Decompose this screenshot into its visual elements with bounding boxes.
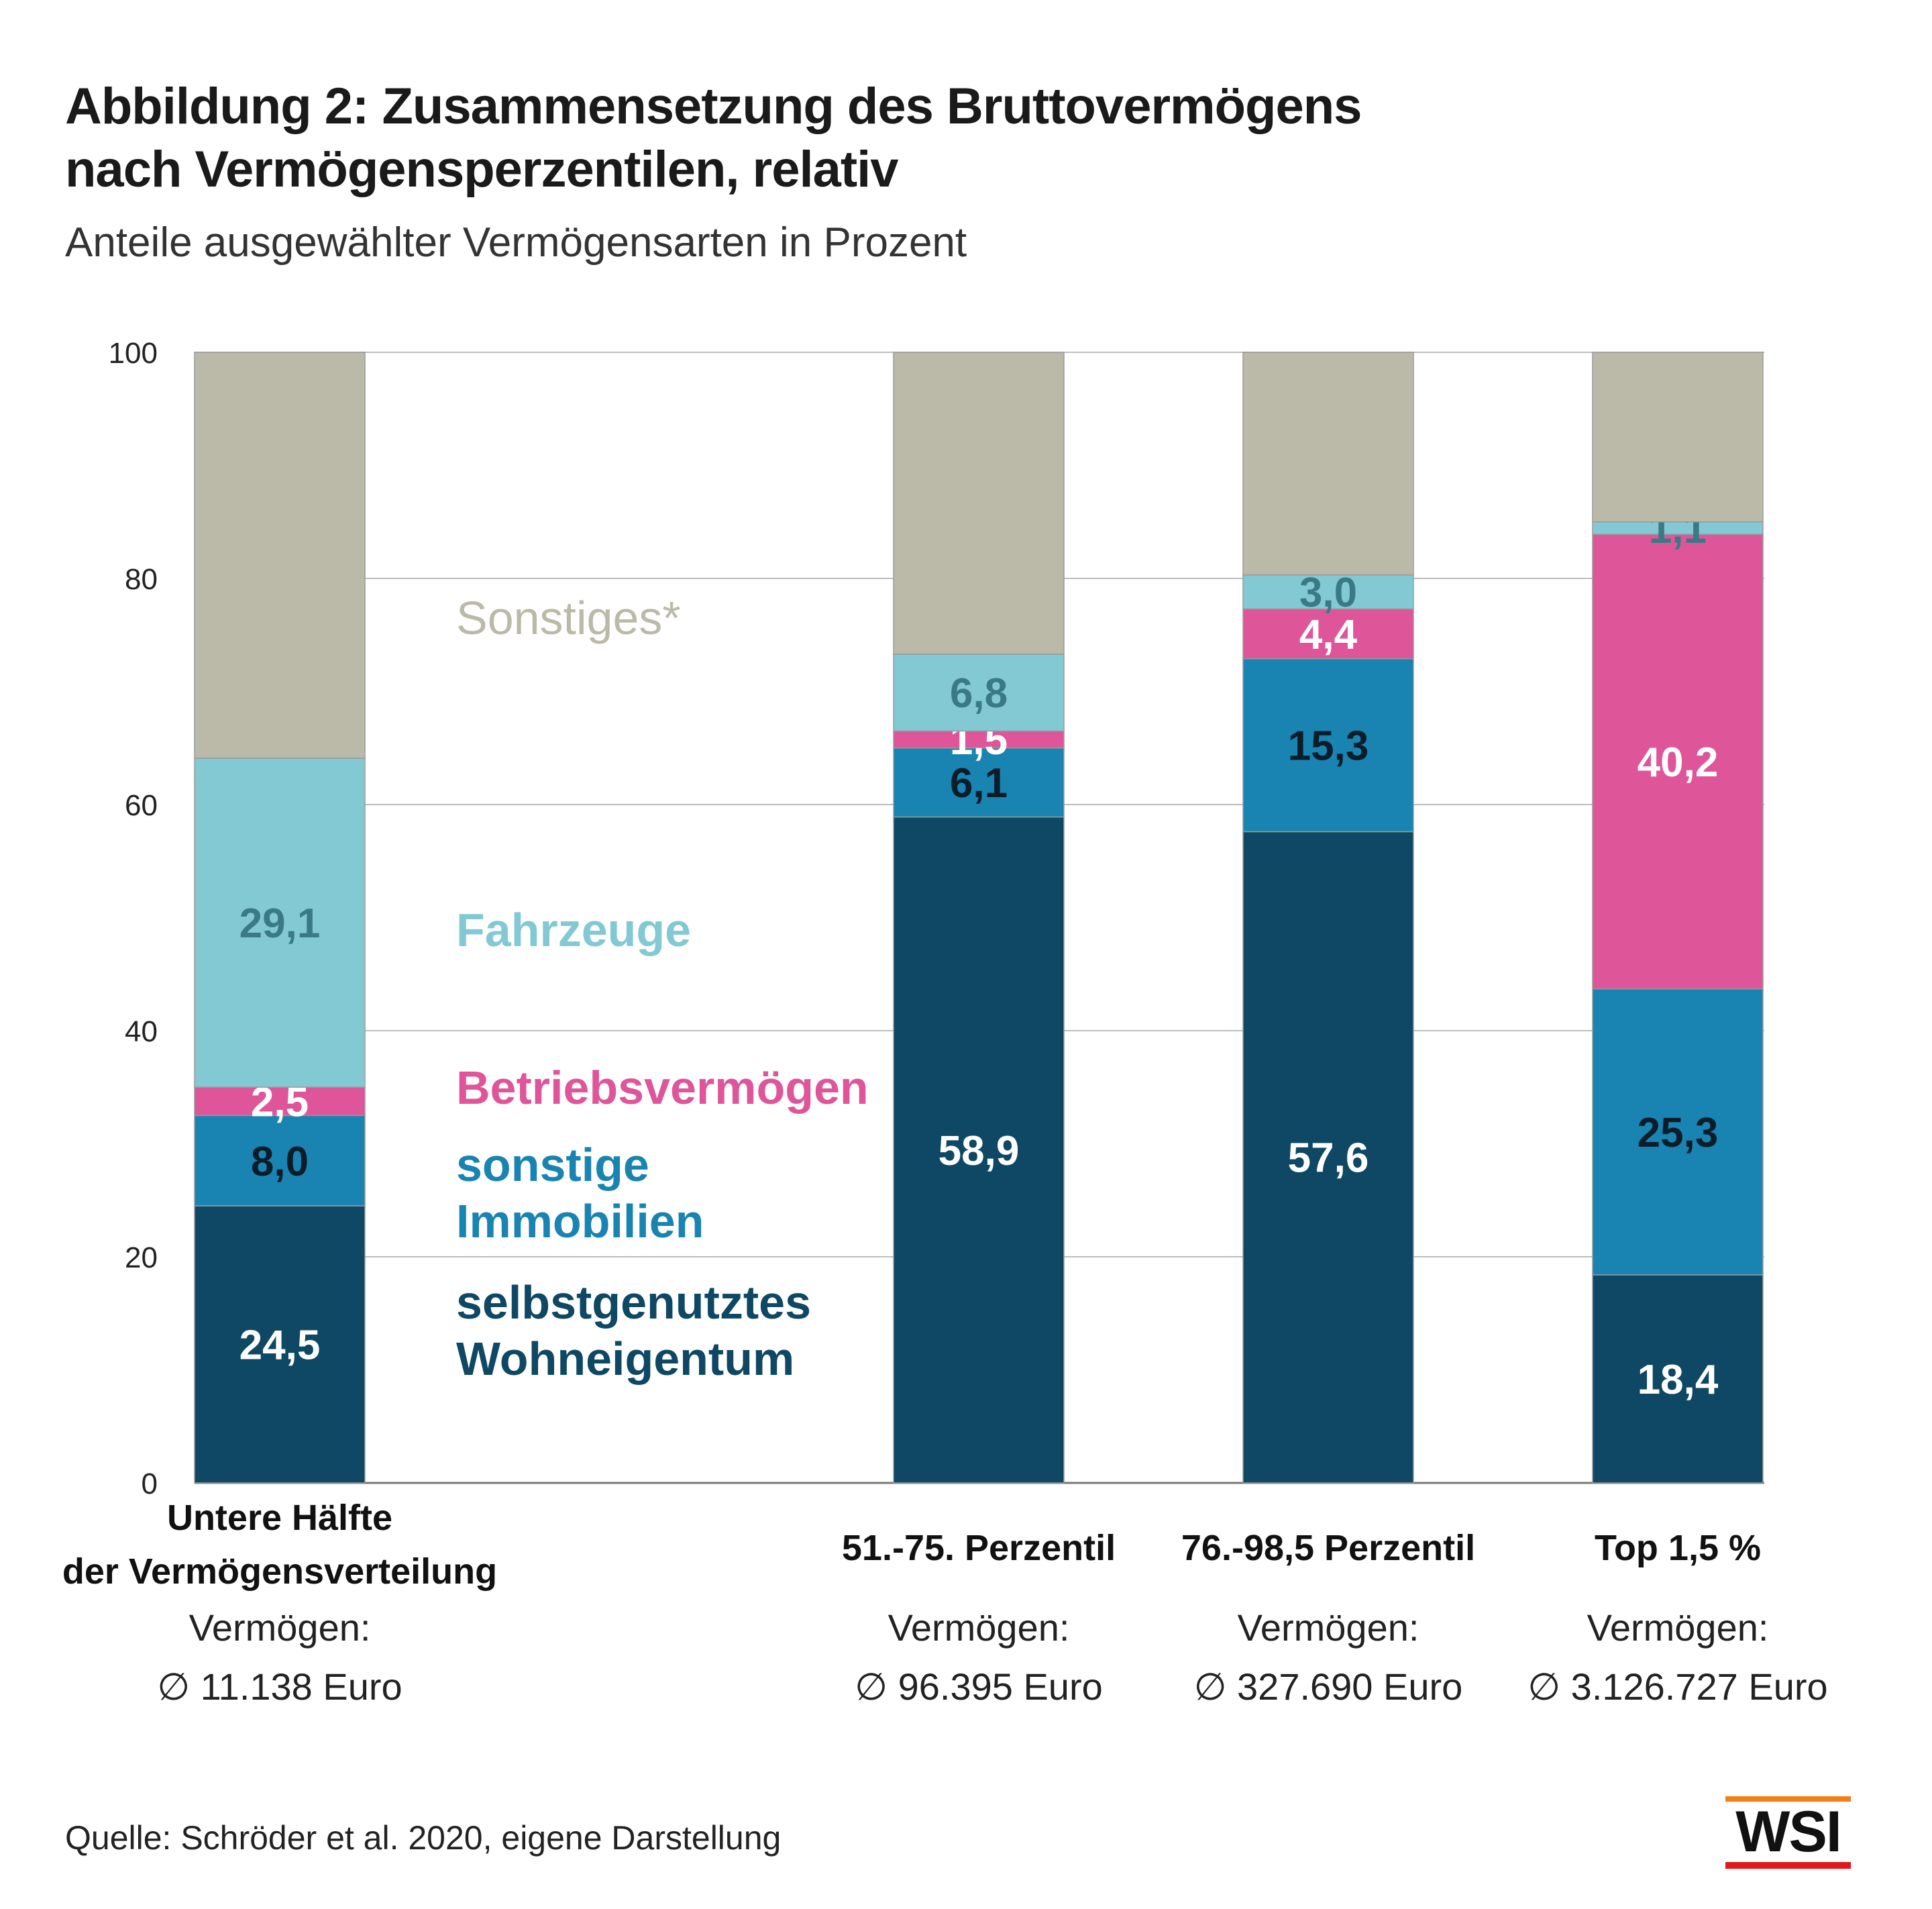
legend-immobilien: Immobilien [456,1195,704,1247]
category-label: der Vermögensverteilung [62,1551,497,1592]
data-label-fahrzeuge: 3,0 [1299,570,1357,616]
legend-selbstgenutzt: Wohneigentum [456,1333,794,1385]
bar-segment-selbstgenutzt [1242,831,1414,1484]
y-tick-label: 40 [125,1015,158,1048]
wsi-logo: WSI [1725,1796,1851,1869]
legend-selbstgenutzt: selbstgenutztes [456,1276,811,1329]
chart-title: Abbildung 2: Zusammensetzung des Bruttov… [65,75,1362,201]
bar-segment-fahrzeuge [893,654,1065,732]
category-label: Untere Hälfte [167,1498,392,1538]
y-tick-label: 20 [125,1241,158,1274]
legend-fahrzeuge: Fahrzeuge [456,904,691,956]
category-label: 51.-75. Perzentil [842,1528,1116,1568]
category-wealth: Vermögen: [1587,1606,1769,1649]
data-label-selbstgenutzt: 58,9 [938,1128,1020,1174]
logo-orange-stripe [1725,1796,1851,1802]
category-label: 76.-98,5 Perzentil [1181,1528,1475,1568]
data-label-selbstgenutzt: 57,6 [1288,1135,1369,1182]
data-label-fahrzeuge: 29,1 [239,900,321,947]
data-label-fahrzeuge: 6,8 [950,670,1008,717]
chart-subtitle: Anteile ausgewählter Vermögensarten in P… [65,219,967,266]
bar-segment-sonstiges [1592,352,1764,523]
bar-segment-betrieb [893,730,1065,749]
category-label: Top 1,5 % [1595,1528,1761,1568]
y-tick-label: 100 [109,337,158,370]
data-label-selbstgenutzt: 18,4 [1638,1357,1719,1403]
bar-segment-betrieb [194,1086,366,1117]
category-wealth: Vermögen: [888,1606,1070,1649]
category-wealth: ∅ 3.126.727 Euro [1527,1665,1827,1708]
y-tick-label: 0 [142,1467,158,1500]
category-wealth: ∅ 327.690 Euro [1194,1665,1463,1708]
data-label-betrieb: 40,2 [1638,739,1719,786]
logo-text: WSI [1735,1800,1841,1864]
data-label-immobilien: 6,1 [950,760,1008,807]
data-label-selbstgenutzt: 24,5 [239,1323,321,1369]
legend-betrieb: Betriebsvermögen [456,1062,869,1114]
data-label-immobilien: 8,0 [251,1139,309,1185]
y-tick-label: 80 [125,563,158,596]
chart-title-line-2: nach Vermögensperzentilen, relativ [65,141,899,198]
bar-segment-betrieb [1592,533,1764,990]
bar-segment-sonstiges [893,352,1065,655]
y-tick-label: 60 [125,789,158,822]
category-wealth: ∅ 96.395 Euro [855,1665,1102,1708]
bar-segment-selbstgenutzt [194,1205,366,1484]
data-label-immobilien: 15,3 [1288,723,1369,770]
bar-segment-immobilien [893,747,1065,818]
category-wealth: Vermögen: [189,1606,371,1649]
bar-segment-fahrzeuge [194,758,366,1088]
legend-immobilien: sonstige [456,1139,649,1191]
data-label-immobilien: 25,3 [1638,1110,1719,1156]
bar-segment-sonstiges [1242,352,1414,576]
bar-segment-selbstgenutzt [1592,1274,1764,1484]
category-wealth: Vermögen: [1238,1606,1419,1649]
data-label-betrieb: 4,4 [1299,612,1358,658]
bar-segment-immobilien [1242,658,1414,833]
bar-segment-immobilien [194,1115,366,1206]
logo-red-stripe [1725,1862,1851,1869]
chart-title-line-1: Abbildung 2: Zusammensetzung des Bruttov… [65,78,1362,135]
legend-sonstiges: Sonstiges* [456,592,681,644]
category-wealth: ∅ 11.138 Euro [157,1665,402,1708]
bar-segment-selbstgenutzt [893,816,1065,1484]
source-note: Quelle: Schröder et al. 2020, eigene Dar… [65,1819,782,1857]
bar-segment-sonstiges [194,352,366,759]
bar-segment-immobilien [1592,988,1764,1276]
